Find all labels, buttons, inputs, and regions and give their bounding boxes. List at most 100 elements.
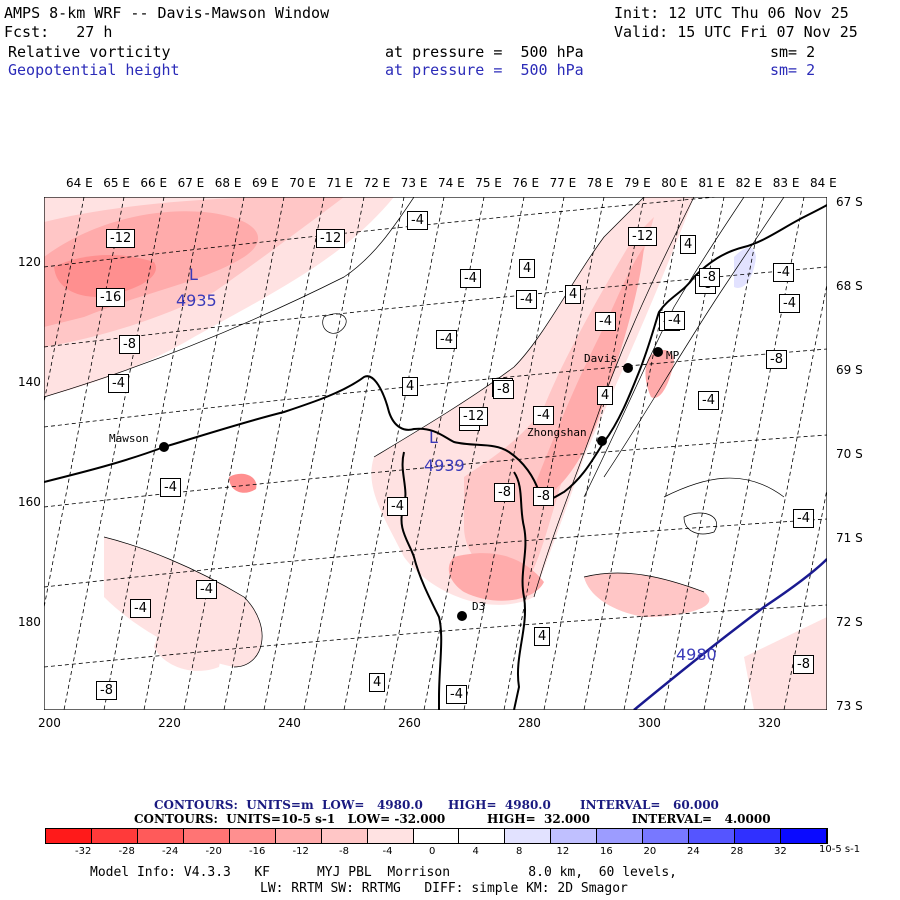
valid-time: Valid: 15 UTC Fri 07 Nov 25	[614, 23, 858, 41]
latitude-label: 67 S	[836, 195, 863, 209]
x-tick-label: 240	[278, 716, 301, 730]
colorbar-tick: 8	[516, 846, 523, 857]
vorticity-label: -8	[533, 487, 554, 506]
x-tick-label: 220	[158, 716, 181, 730]
colorbar-segment	[551, 829, 598, 843]
station-label: Zhongshan	[527, 426, 587, 439]
vorticity-label: 4	[402, 377, 419, 396]
vorticity-label: 4	[680, 235, 697, 254]
colorbar-segment	[643, 829, 690, 843]
vorticity-label: -4	[446, 685, 467, 704]
vorticity-label: -8	[119, 335, 140, 354]
colorbar	[45, 828, 828, 844]
colorbar-segment	[505, 829, 552, 843]
vorticity-contour-info: CONTOURS: UNITS=10-5 s-1 LOW= -32.000 HI…	[134, 812, 771, 826]
longitude-label: 74 E	[438, 176, 465, 190]
latitude-label: 72 S	[836, 615, 863, 629]
colorbar-segment	[459, 829, 506, 843]
vorticity-region-small-1	[229, 473, 257, 493]
colorbar-tick: -20	[205, 846, 222, 857]
vorticity-label: -4	[160, 478, 181, 497]
longitude-label: 75 E	[475, 176, 502, 190]
vorticity-label: 4	[597, 386, 614, 405]
height-label: L	[189, 265, 198, 284]
station-marker	[653, 347, 663, 357]
vorticity-label: -4	[533, 406, 554, 425]
longitude-label: 68 E	[214, 176, 242, 190]
longitude-label: 67 E	[177, 176, 205, 190]
station-marker	[597, 436, 607, 446]
height-label: 4935	[176, 291, 217, 310]
colorbar-tick: -24	[162, 846, 179, 857]
colorbar-tick: 0	[429, 846, 436, 857]
colorbar-segment	[183, 829, 230, 843]
station-label: Mawson	[109, 432, 149, 445]
colorbar-segment	[91, 829, 138, 843]
colorbar-tick: -12	[292, 846, 309, 857]
latitude-label: 71 S	[836, 531, 863, 545]
vorticity-region-south	[104, 537, 263, 667]
vorticity-label: -4	[387, 497, 408, 516]
longitude-label: 82 E	[735, 176, 763, 190]
colorbar-tick: -4	[382, 846, 393, 857]
model-info: Model Info: V4.3.3 KF MYJ PBL Morrison 8…	[90, 865, 677, 880]
y-tick-label: 120	[18, 255, 41, 269]
height-label: 4980	[676, 645, 717, 664]
vorticity-label: -4	[595, 312, 616, 331]
longitude-label: 70 E	[289, 176, 316, 190]
vorticity-label: -4	[407, 211, 428, 230]
vorticity-region-small-2	[645, 350, 674, 398]
vorticity-region-ridge	[534, 247, 644, 497]
forecast-hour: Fcst: 27 h	[4, 23, 113, 41]
vorticity-label: 4	[565, 285, 582, 304]
longitude-label: 73 E	[400, 176, 428, 190]
longitude-label: 72 E	[363, 176, 391, 190]
x-tick-label: 300	[638, 716, 661, 730]
x-tick-label: 260	[398, 716, 421, 730]
vorticity-label: -4	[196, 580, 217, 599]
longitude-label: 66 E	[140, 176, 168, 190]
vorticity-label: -8	[793, 655, 814, 674]
field2-name: Geopotential height	[8, 61, 180, 79]
colorbar-unit: 10-5 s-1	[819, 844, 861, 855]
station-marker	[623, 363, 633, 373]
longitude-label: 83 E	[772, 176, 800, 190]
vorticity-label: -4	[773, 263, 794, 282]
vorticity-label: -8	[699, 268, 720, 287]
colorbar-segment	[46, 829, 92, 843]
colorbar-segment	[367, 829, 414, 843]
x-tick-label: 280	[518, 716, 541, 730]
vorticity-label: -8	[766, 350, 787, 369]
vorticity-label: -4	[130, 599, 151, 618]
vorticity-region-east	[584, 572, 710, 617]
y-tick-label: 140	[18, 375, 41, 389]
colorbar-segment	[413, 829, 460, 843]
longitude-label: 84 E	[810, 176, 837, 190]
colorbar-tick: 16	[600, 846, 613, 857]
header-title: AMPS 8-km WRF -- Davis-Mawson Window	[4, 4, 330, 22]
station-label: D3	[472, 600, 486, 613]
height-contour-info: CONTOURS: UNITS=m LOW= 4980.0 HIGH= 4980…	[154, 798, 719, 812]
colorbar-tick: -8	[339, 846, 349, 857]
height-label: 4939	[424, 456, 465, 475]
longitude-label: 65 E	[103, 176, 130, 190]
y-tick-label: 160	[18, 495, 41, 509]
height-label: L	[429, 428, 438, 447]
vorticity-label: -4	[436, 330, 457, 349]
station-label: Davis	[584, 352, 618, 365]
longitude-label: 81 E	[698, 176, 726, 190]
vorticity-label: -4	[516, 290, 537, 309]
longitude-label: 69 E	[252, 176, 279, 190]
vorticity-label: -4	[664, 311, 685, 330]
vorticity-region-positive	[734, 247, 756, 288]
field1-level: at pressure = 500 hPa	[385, 43, 584, 61]
vorticity-label: 4	[519, 259, 536, 278]
latitude-label: 68 S	[836, 279, 863, 293]
height-contour-4980	[633, 558, 827, 710]
colorbar-segment	[689, 829, 736, 843]
colorbar-tick: 20	[643, 846, 657, 857]
init-time: Init: 12 UTC Thu 06 Nov 25	[614, 4, 849, 22]
vorticity-label: -8	[96, 681, 117, 700]
vorticity-region-right	[744, 617, 827, 710]
colorbar-tick: 24	[687, 846, 700, 857]
